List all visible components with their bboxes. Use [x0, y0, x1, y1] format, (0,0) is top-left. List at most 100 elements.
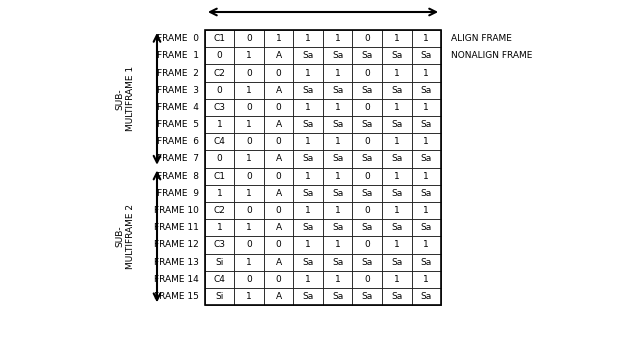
Text: 1: 1 — [335, 69, 341, 78]
Bar — [264, 185, 294, 202]
Text: 0: 0 — [246, 103, 252, 112]
Bar — [264, 64, 294, 82]
Text: 1: 1 — [335, 206, 341, 215]
Bar — [264, 271, 294, 288]
Text: FRAME  7: FRAME 7 — [157, 154, 199, 164]
Text: 0: 0 — [246, 240, 252, 250]
Bar — [411, 253, 441, 271]
Bar — [323, 185, 353, 202]
Bar — [411, 271, 441, 288]
Text: A: A — [276, 51, 282, 60]
Bar — [353, 30, 382, 47]
Bar — [234, 288, 264, 305]
Bar — [264, 219, 294, 236]
Text: 0: 0 — [365, 137, 370, 146]
Text: Sa: Sa — [332, 292, 343, 301]
Text: Sa: Sa — [391, 292, 403, 301]
Text: 1: 1 — [246, 86, 252, 95]
Text: A: A — [276, 223, 282, 232]
Bar — [323, 288, 353, 305]
Text: Sa: Sa — [332, 223, 343, 232]
Text: 0: 0 — [217, 154, 223, 164]
Text: 1: 1 — [394, 103, 399, 112]
Bar — [382, 82, 411, 99]
Bar — [294, 150, 323, 167]
Bar — [294, 133, 323, 150]
Text: 1: 1 — [394, 206, 399, 215]
Bar — [323, 116, 353, 133]
Bar — [382, 30, 411, 47]
Text: FRAME 11: FRAME 11 — [154, 223, 199, 232]
Text: C1: C1 — [214, 34, 226, 43]
Text: 0: 0 — [217, 86, 223, 95]
Bar — [264, 236, 294, 253]
Text: FRAME  5: FRAME 5 — [157, 120, 199, 129]
Bar — [234, 116, 264, 133]
Text: 1: 1 — [246, 258, 252, 267]
Text: 1: 1 — [394, 275, 399, 284]
Bar — [411, 167, 441, 185]
Bar — [411, 288, 441, 305]
Text: FRAME 15: FRAME 15 — [154, 292, 199, 301]
Text: ALIGN FRAME: ALIGN FRAME — [451, 34, 512, 43]
Bar — [353, 150, 382, 167]
Bar — [382, 150, 411, 167]
Text: 0: 0 — [276, 69, 282, 78]
Text: Si: Si — [216, 258, 224, 267]
Bar — [382, 271, 411, 288]
Bar — [205, 64, 234, 82]
Text: 0: 0 — [365, 240, 370, 250]
Text: SUB-
MULTIFRAME 1: SUB- MULTIFRAME 1 — [115, 66, 135, 131]
Text: Sa: Sa — [332, 258, 343, 267]
Bar — [382, 185, 411, 202]
Bar — [353, 185, 382, 202]
Bar — [264, 30, 294, 47]
Bar — [294, 116, 323, 133]
Bar — [382, 47, 411, 64]
Bar — [411, 64, 441, 82]
Text: Sa: Sa — [361, 258, 373, 267]
Bar — [264, 150, 294, 167]
Bar — [353, 202, 382, 219]
Bar — [264, 47, 294, 64]
Bar — [382, 116, 411, 133]
Bar — [382, 219, 411, 236]
Bar — [323, 99, 353, 116]
Bar — [411, 30, 441, 47]
Bar — [234, 167, 264, 185]
Text: Sa: Sa — [303, 51, 314, 60]
Bar — [205, 288, 234, 305]
Bar — [382, 288, 411, 305]
Text: 1: 1 — [335, 103, 341, 112]
Text: Sa: Sa — [391, 154, 403, 164]
Text: Sa: Sa — [420, 292, 432, 301]
Text: 0: 0 — [276, 103, 282, 112]
Bar — [205, 133, 234, 150]
Bar — [234, 47, 264, 64]
Text: 1: 1 — [246, 292, 252, 301]
Bar — [234, 253, 264, 271]
Text: 1: 1 — [394, 137, 399, 146]
Bar — [411, 185, 441, 202]
Bar — [411, 133, 441, 150]
Text: C1: C1 — [214, 172, 226, 181]
Bar — [353, 253, 382, 271]
Bar — [234, 82, 264, 99]
Text: Sa: Sa — [303, 86, 314, 95]
Text: A: A — [276, 292, 282, 301]
Text: Sa: Sa — [361, 223, 373, 232]
Text: 1: 1 — [423, 172, 429, 181]
Bar — [323, 30, 353, 47]
Bar — [205, 167, 234, 185]
Text: Sa: Sa — [420, 86, 432, 95]
Text: 1: 1 — [335, 172, 341, 181]
Text: 1: 1 — [246, 120, 252, 129]
Text: A: A — [276, 120, 282, 129]
Bar — [205, 99, 234, 116]
Text: Sa: Sa — [391, 258, 403, 267]
Bar — [264, 253, 294, 271]
Bar — [234, 202, 264, 219]
Text: 0: 0 — [246, 172, 252, 181]
Bar — [234, 271, 264, 288]
Text: Sa: Sa — [303, 223, 314, 232]
